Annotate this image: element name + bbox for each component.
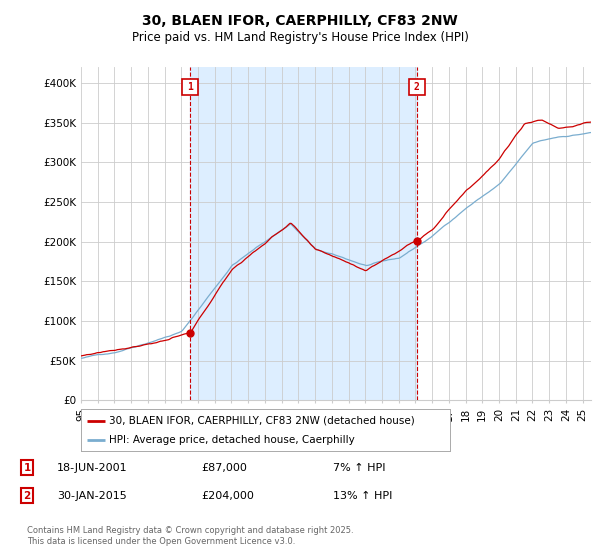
Text: 2: 2 (414, 82, 420, 92)
Text: £204,000: £204,000 (201, 491, 254, 501)
Text: 13% ↑ HPI: 13% ↑ HPI (333, 491, 392, 501)
Text: 30, BLAEN IFOR, CAERPHILLY, CF83 2NW: 30, BLAEN IFOR, CAERPHILLY, CF83 2NW (142, 14, 458, 28)
Text: 7% ↑ HPI: 7% ↑ HPI (333, 463, 386, 473)
Text: 2: 2 (23, 491, 31, 501)
Text: 30-JAN-2015: 30-JAN-2015 (57, 491, 127, 501)
Text: 30, BLAEN IFOR, CAERPHILLY, CF83 2NW (detached house): 30, BLAEN IFOR, CAERPHILLY, CF83 2NW (de… (109, 416, 415, 426)
Text: Contains HM Land Registry data © Crown copyright and database right 2025.
This d: Contains HM Land Registry data © Crown c… (27, 526, 353, 546)
Text: 1: 1 (187, 82, 193, 92)
Text: 1: 1 (23, 463, 31, 473)
Text: Price paid vs. HM Land Registry's House Price Index (HPI): Price paid vs. HM Land Registry's House … (131, 31, 469, 44)
Text: HPI: Average price, detached house, Caerphilly: HPI: Average price, detached house, Caer… (109, 435, 355, 445)
Text: 18-JUN-2001: 18-JUN-2001 (57, 463, 128, 473)
Text: £87,000: £87,000 (201, 463, 247, 473)
Bar (190, 67, 417, 400)
